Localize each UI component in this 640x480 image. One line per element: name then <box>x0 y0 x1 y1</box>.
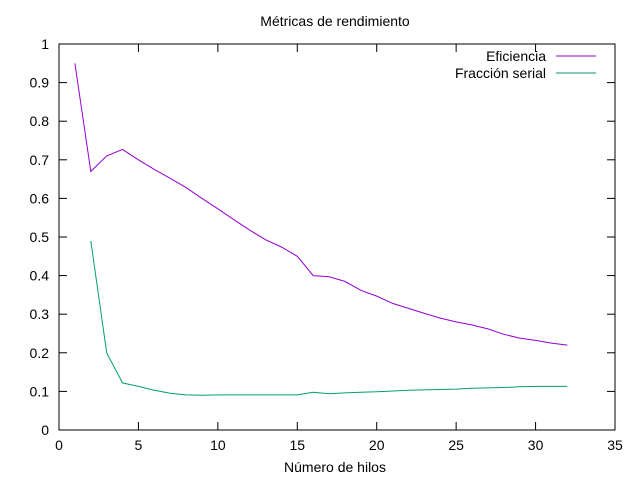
series-line-1 <box>90 240 568 396</box>
y-tick-label: 1 <box>41 36 49 52</box>
x-tick-label: 5 <box>135 437 143 453</box>
y-tick-label: 0.5 <box>30 229 50 245</box>
series-line-0 <box>74 63 568 346</box>
axis-ticks <box>58 43 616 431</box>
y-tick-label: 0.4 <box>30 268 50 284</box>
x-tick-label: 25 <box>448 437 464 453</box>
chart-title: Métricas de rendimiento <box>260 13 410 29</box>
legend-label-1: Fracción serial <box>455 65 546 81</box>
y-tick-label: 0.9 <box>30 75 50 91</box>
y-tick-label: 0.3 <box>30 306 50 322</box>
plot-frame <box>58 43 616 431</box>
y-tick-label: 0.2 <box>30 345 50 361</box>
x-axis-tick-labels: 0 5 10 15 20 25 30 35 <box>55 437 623 453</box>
x-axis-label: Número de hilos <box>284 459 386 475</box>
x-tick-label: 30 <box>528 437 544 453</box>
y-tick-label: 0.1 <box>30 383 50 399</box>
x-tick-label: 15 <box>289 437 305 453</box>
legend-label-0: Eficiencia <box>486 48 546 64</box>
y-tick-label: 0.6 <box>30 190 50 206</box>
x-tick-label: 20 <box>369 437 385 453</box>
y-tick-label: 0.7 <box>30 152 50 168</box>
y-tick-label: 0 <box>41 422 49 438</box>
x-tick-label: 35 <box>607 437 623 453</box>
y-axis-tick-labels: 0 0.1 0.2 0.3 0.4 0.5 0.6 0.7 0.8 0.9 1 <box>30 36 50 438</box>
x-tick-label: 0 <box>55 437 63 453</box>
x-tick-label: 10 <box>210 437 226 453</box>
y-tick-label: 0.8 <box>30 113 50 129</box>
series-layer <box>74 63 568 396</box>
